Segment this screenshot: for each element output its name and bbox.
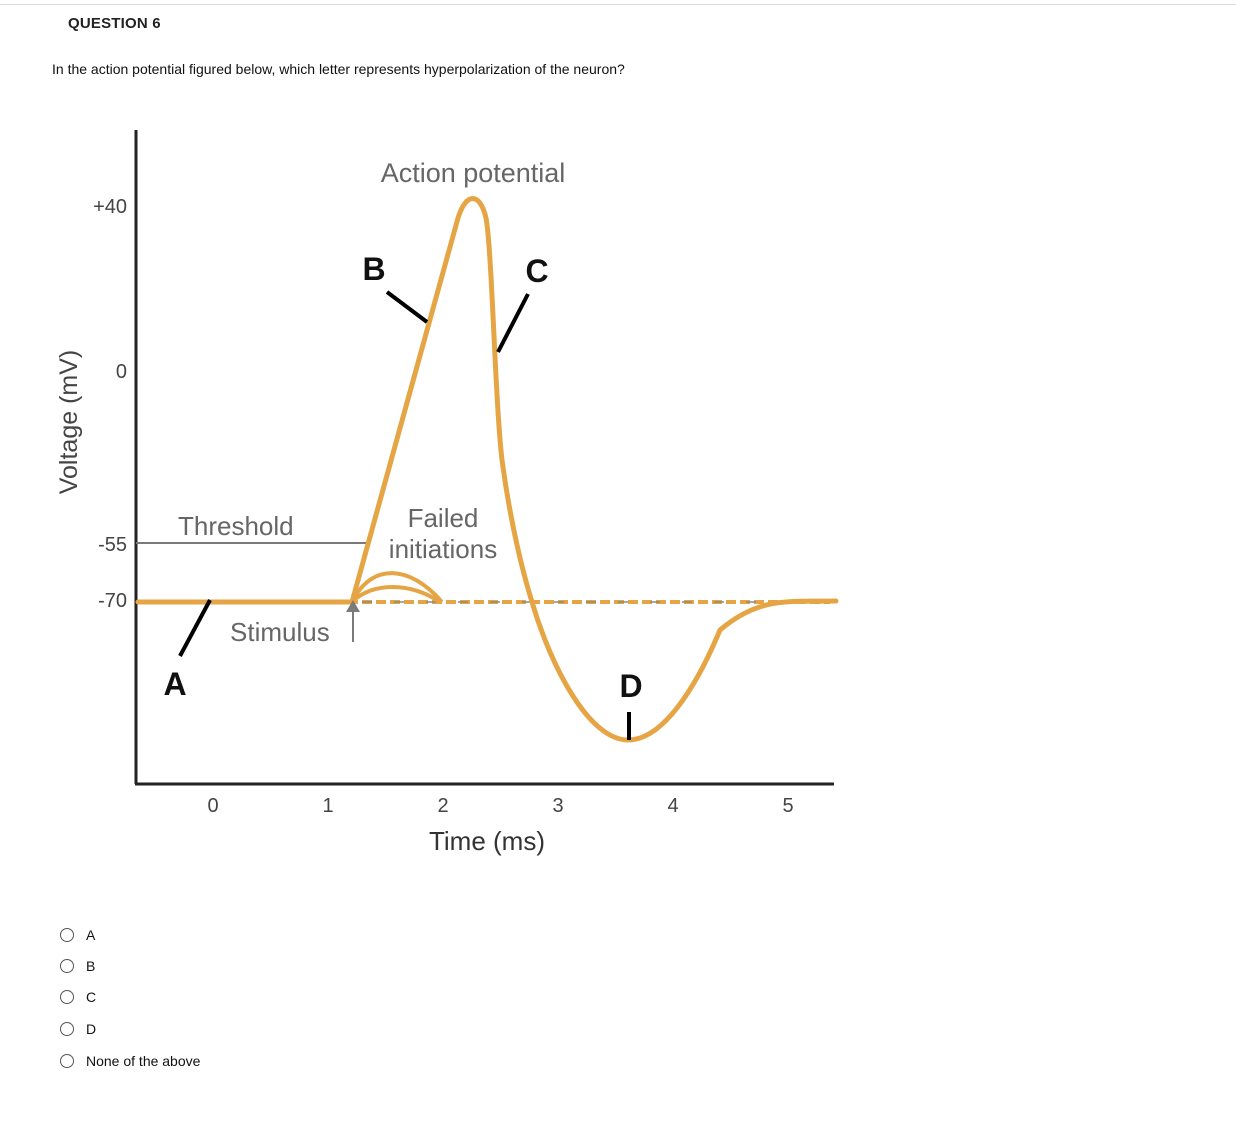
option-label: None of the above [86,1053,201,1069]
x-tick-label: 2 [437,795,448,817]
x-axis-label: Time (ms) [429,826,545,856]
option-label: A [86,927,96,943]
y-tick-label: 0 [116,361,127,383]
option-b[interactable]: B [60,958,95,974]
question-title: QUESTION 6 [68,15,161,32]
failed-initiations-label-line2: initiations [389,534,497,564]
radio-icon[interactable] [60,1022,74,1036]
option-c[interactable]: C [60,989,96,1005]
x-tick-label: 3 [552,795,563,817]
failed-initiations-label-line1: Failed [408,503,479,533]
action-potential-curve [135,196,839,743]
option-label: D [86,1021,97,1037]
y-tick-label: -55 [98,534,127,556]
x-tick-label: 4 [667,795,678,817]
stimulus-label: Stimulus [230,617,330,647]
option-none[interactable]: None of the above [60,1053,200,1069]
option-label: B [86,958,96,974]
marker-c [496,293,530,353]
letter-b-label: B [362,251,385,287]
option-label: C [86,989,97,1005]
top-divider [0,4,1236,5]
letter-d-label: D [619,668,642,704]
action-potential-diagram: +40 0 -55 -70 0 1 2 3 4 5 Voltage (mV) T… [55,130,839,856]
y-axis-label: Voltage (mV) [55,350,83,495]
marker-b [385,290,429,324]
stimulus-arrow-head [346,600,360,612]
x-tick-label: 0 [207,795,218,817]
question-text: In the action potential figured below, w… [52,61,625,77]
action-potential-figure: +40 0 -55 -70 0 1 2 3 4 5 Voltage (mV) T… [0,100,1236,900]
letter-c-label: C [525,253,548,289]
y-tick-label: -70 [98,590,127,612]
marker-a [178,599,212,657]
radio-icon[interactable] [60,990,74,1004]
threshold-label: Threshold [178,511,294,541]
radio-icon[interactable] [60,1054,74,1068]
option-a[interactable]: A [60,927,95,943]
x-tick-label: 1 [322,795,333,817]
y-tick-label: +40 [93,196,127,218]
letter-a-label: A [163,666,186,702]
figure-title: Action potential [381,158,566,188]
radio-icon[interactable] [60,928,74,942]
radio-icon[interactable] [60,959,74,973]
failed-initiation-curve-1 [350,571,444,604]
failed-initiation-curve-2 [350,585,442,604]
option-d[interactable]: D [60,1021,96,1037]
x-tick-label: 5 [782,795,793,817]
